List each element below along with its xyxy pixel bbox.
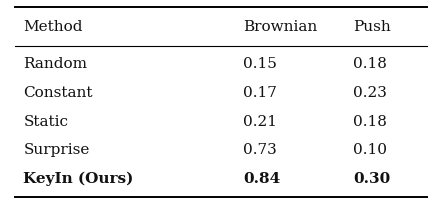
Text: Constant: Constant <box>23 86 93 100</box>
Text: 0.73: 0.73 <box>243 143 277 157</box>
Text: 0.17: 0.17 <box>243 86 277 100</box>
Text: 0.18: 0.18 <box>353 115 387 129</box>
Text: Push: Push <box>353 20 391 34</box>
Text: 0.15: 0.15 <box>243 58 277 72</box>
Text: 0.21: 0.21 <box>243 115 277 129</box>
Text: 0.18: 0.18 <box>353 58 387 72</box>
Text: Random: Random <box>23 58 88 72</box>
Text: 0.23: 0.23 <box>353 86 387 100</box>
Text: 0.10: 0.10 <box>353 143 387 157</box>
Text: 0.84: 0.84 <box>243 172 280 186</box>
Text: Static: Static <box>23 115 69 129</box>
Text: Method: Method <box>23 20 83 34</box>
Text: Surprise: Surprise <box>23 143 90 157</box>
Text: KeyIn (Ours): KeyIn (Ours) <box>23 172 134 186</box>
Text: Brownian: Brownian <box>243 20 317 34</box>
Text: 0.30: 0.30 <box>353 172 390 186</box>
